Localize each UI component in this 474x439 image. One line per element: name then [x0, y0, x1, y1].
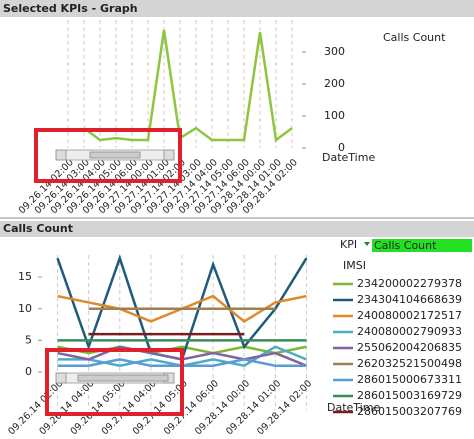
- dropdown-arrow[interactable]: [364, 242, 370, 246]
- legend-label: Calls Count: [383, 31, 446, 44]
- y-tick-label: 15: [18, 270, 32, 283]
- legend-label: 286015000673311: [357, 373, 462, 386]
- y-tick-label: 100: [324, 109, 345, 122]
- legend-label: 240080002172517: [357, 309, 462, 322]
- legend-label: 234200002279378: [357, 277, 462, 290]
- series-line: [83, 29, 293, 143]
- legend-label: 255062004206835: [357, 341, 462, 354]
- panel-header: [0, 221, 474, 237]
- x-axis-title: DateTime: [322, 151, 375, 164]
- kpi-label: KPI: [340, 238, 357, 251]
- y-tick-label: 300: [324, 45, 345, 58]
- legend-label: 240080002790933: [357, 325, 462, 338]
- legend-label: 262032521500498: [357, 357, 462, 370]
- legend-title: IMSI: [343, 259, 366, 272]
- panel-header: [0, 0, 474, 17]
- highlight-box: [45, 348, 184, 416]
- y-tick-label: 0: [338, 141, 345, 154]
- y-tick-label: 5: [25, 333, 32, 346]
- kpi-dropdown[interactable]: [372, 239, 472, 252]
- y-tick-label: 10: [18, 302, 32, 315]
- panel-title: Selected KPIs - Graph: [3, 2, 138, 15]
- y-tick-label: 200: [324, 77, 345, 90]
- kpi-value: Calls Count: [374, 239, 437, 252]
- legend-label: 286015003207769: [357, 405, 462, 418]
- y-tick-label: 0: [25, 365, 32, 378]
- legend-label: 234304104668639: [357, 293, 462, 306]
- highlight-box: [34, 128, 182, 183]
- panel-title: Calls Count: [3, 222, 73, 235]
- legend-label: 286015003169729: [357, 389, 462, 402]
- scrollbar[interactable]: [55, 149, 175, 384]
